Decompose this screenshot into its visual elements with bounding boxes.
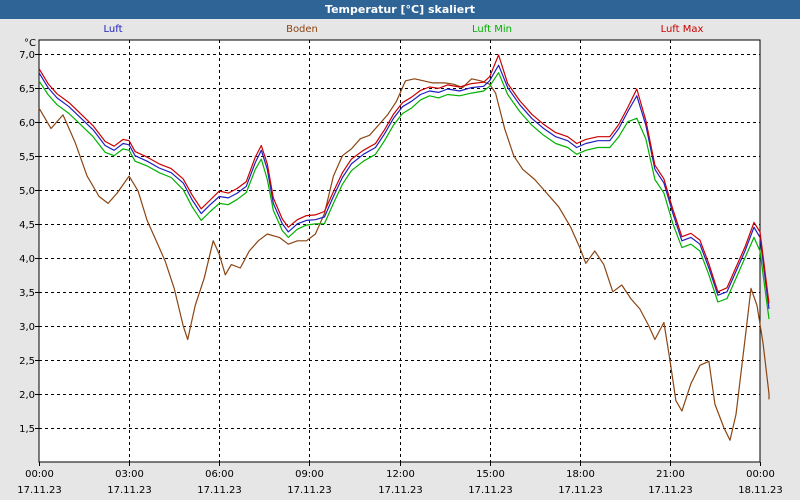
chart-title: Temperatur [°C] skaliert [0, 0, 800, 19]
x-tick-date-label: 17.11.23 [17, 485, 62, 496]
y-tick-label: 2,5 [19, 356, 35, 367]
x-tick-time-label: 21:00 [656, 469, 685, 480]
y-tick-label: 2,0 [19, 390, 35, 401]
legend-entry-boden: Boden [286, 24, 318, 35]
y-tick-label: 5,5 [19, 152, 35, 163]
x-tick-time-label: 15:00 [476, 469, 505, 480]
y-tick-label: 6,5 [19, 84, 35, 95]
y-tick-label: 4,0 [19, 254, 35, 265]
x-tick-time-label: 09:00 [295, 469, 324, 480]
x-tick-date-label: 17.11.23 [558, 485, 603, 496]
series-line-boden [38, 78, 770, 441]
legend-entry-luft: Luft [103, 24, 123, 35]
x-axis-ticks: 00:00 17.11.23 03:00 17.11.23 06:00 17.11.23 0… [17, 462, 783, 496]
x-tick-date-label: 17.11.23 [197, 485, 242, 496]
y-tick-label: 7,0 [19, 50, 35, 61]
x-tick-time-label: 00:00 [746, 469, 775, 480]
x-tick-time-label: 18:00 [566, 469, 595, 480]
y-tick-label: 5,0 [19, 186, 35, 197]
series-line-luft [38, 64, 770, 309]
x-tick-date-label: 17.11.23 [287, 485, 332, 496]
plot-area [38, 39, 761, 463]
x-tick-time-label: 00:00 [25, 469, 54, 480]
x-tick-date-label: 17.11.23 [107, 485, 152, 496]
x-tick-time-label: 12:00 [386, 469, 415, 480]
series-line-luft-max [38, 54, 770, 304]
series-line-luft-min [38, 72, 770, 320]
y-axis-ticks: 1,5 2,0 2,5 3,0 3,5 4,0 4,5 5,0 5,5 6,0 6,5 7,0 [19, 50, 39, 435]
y-tick-label: 3,0 [19, 322, 35, 333]
y-tick-label: 3,5 [19, 288, 35, 299]
x-tick-date-label: 18.11.23 [738, 485, 783, 496]
x-tick-time-label: 06:00 [205, 469, 234, 480]
x-tick-date-label: 17.11.23 [468, 485, 513, 496]
x-tick-date-label: 17.11.23 [648, 485, 693, 496]
legend-entry-luft-min: Luft Min [472, 24, 512, 35]
legend-entry-luft-max: Luft Max [660, 24, 704, 35]
y-tick-label: 1,5 [19, 424, 35, 435]
y-axis-unit-label: °C [24, 38, 36, 49]
x-tick-date-label: 17.11.23 [378, 485, 423, 496]
grid-lines [39, 40, 760, 462]
series-lines [38, 54, 770, 441]
y-tick-label: 6,0 [19, 118, 35, 129]
y-tick-label: 4,5 [19, 220, 35, 231]
x-tick-time-label: 03:00 [115, 469, 144, 480]
